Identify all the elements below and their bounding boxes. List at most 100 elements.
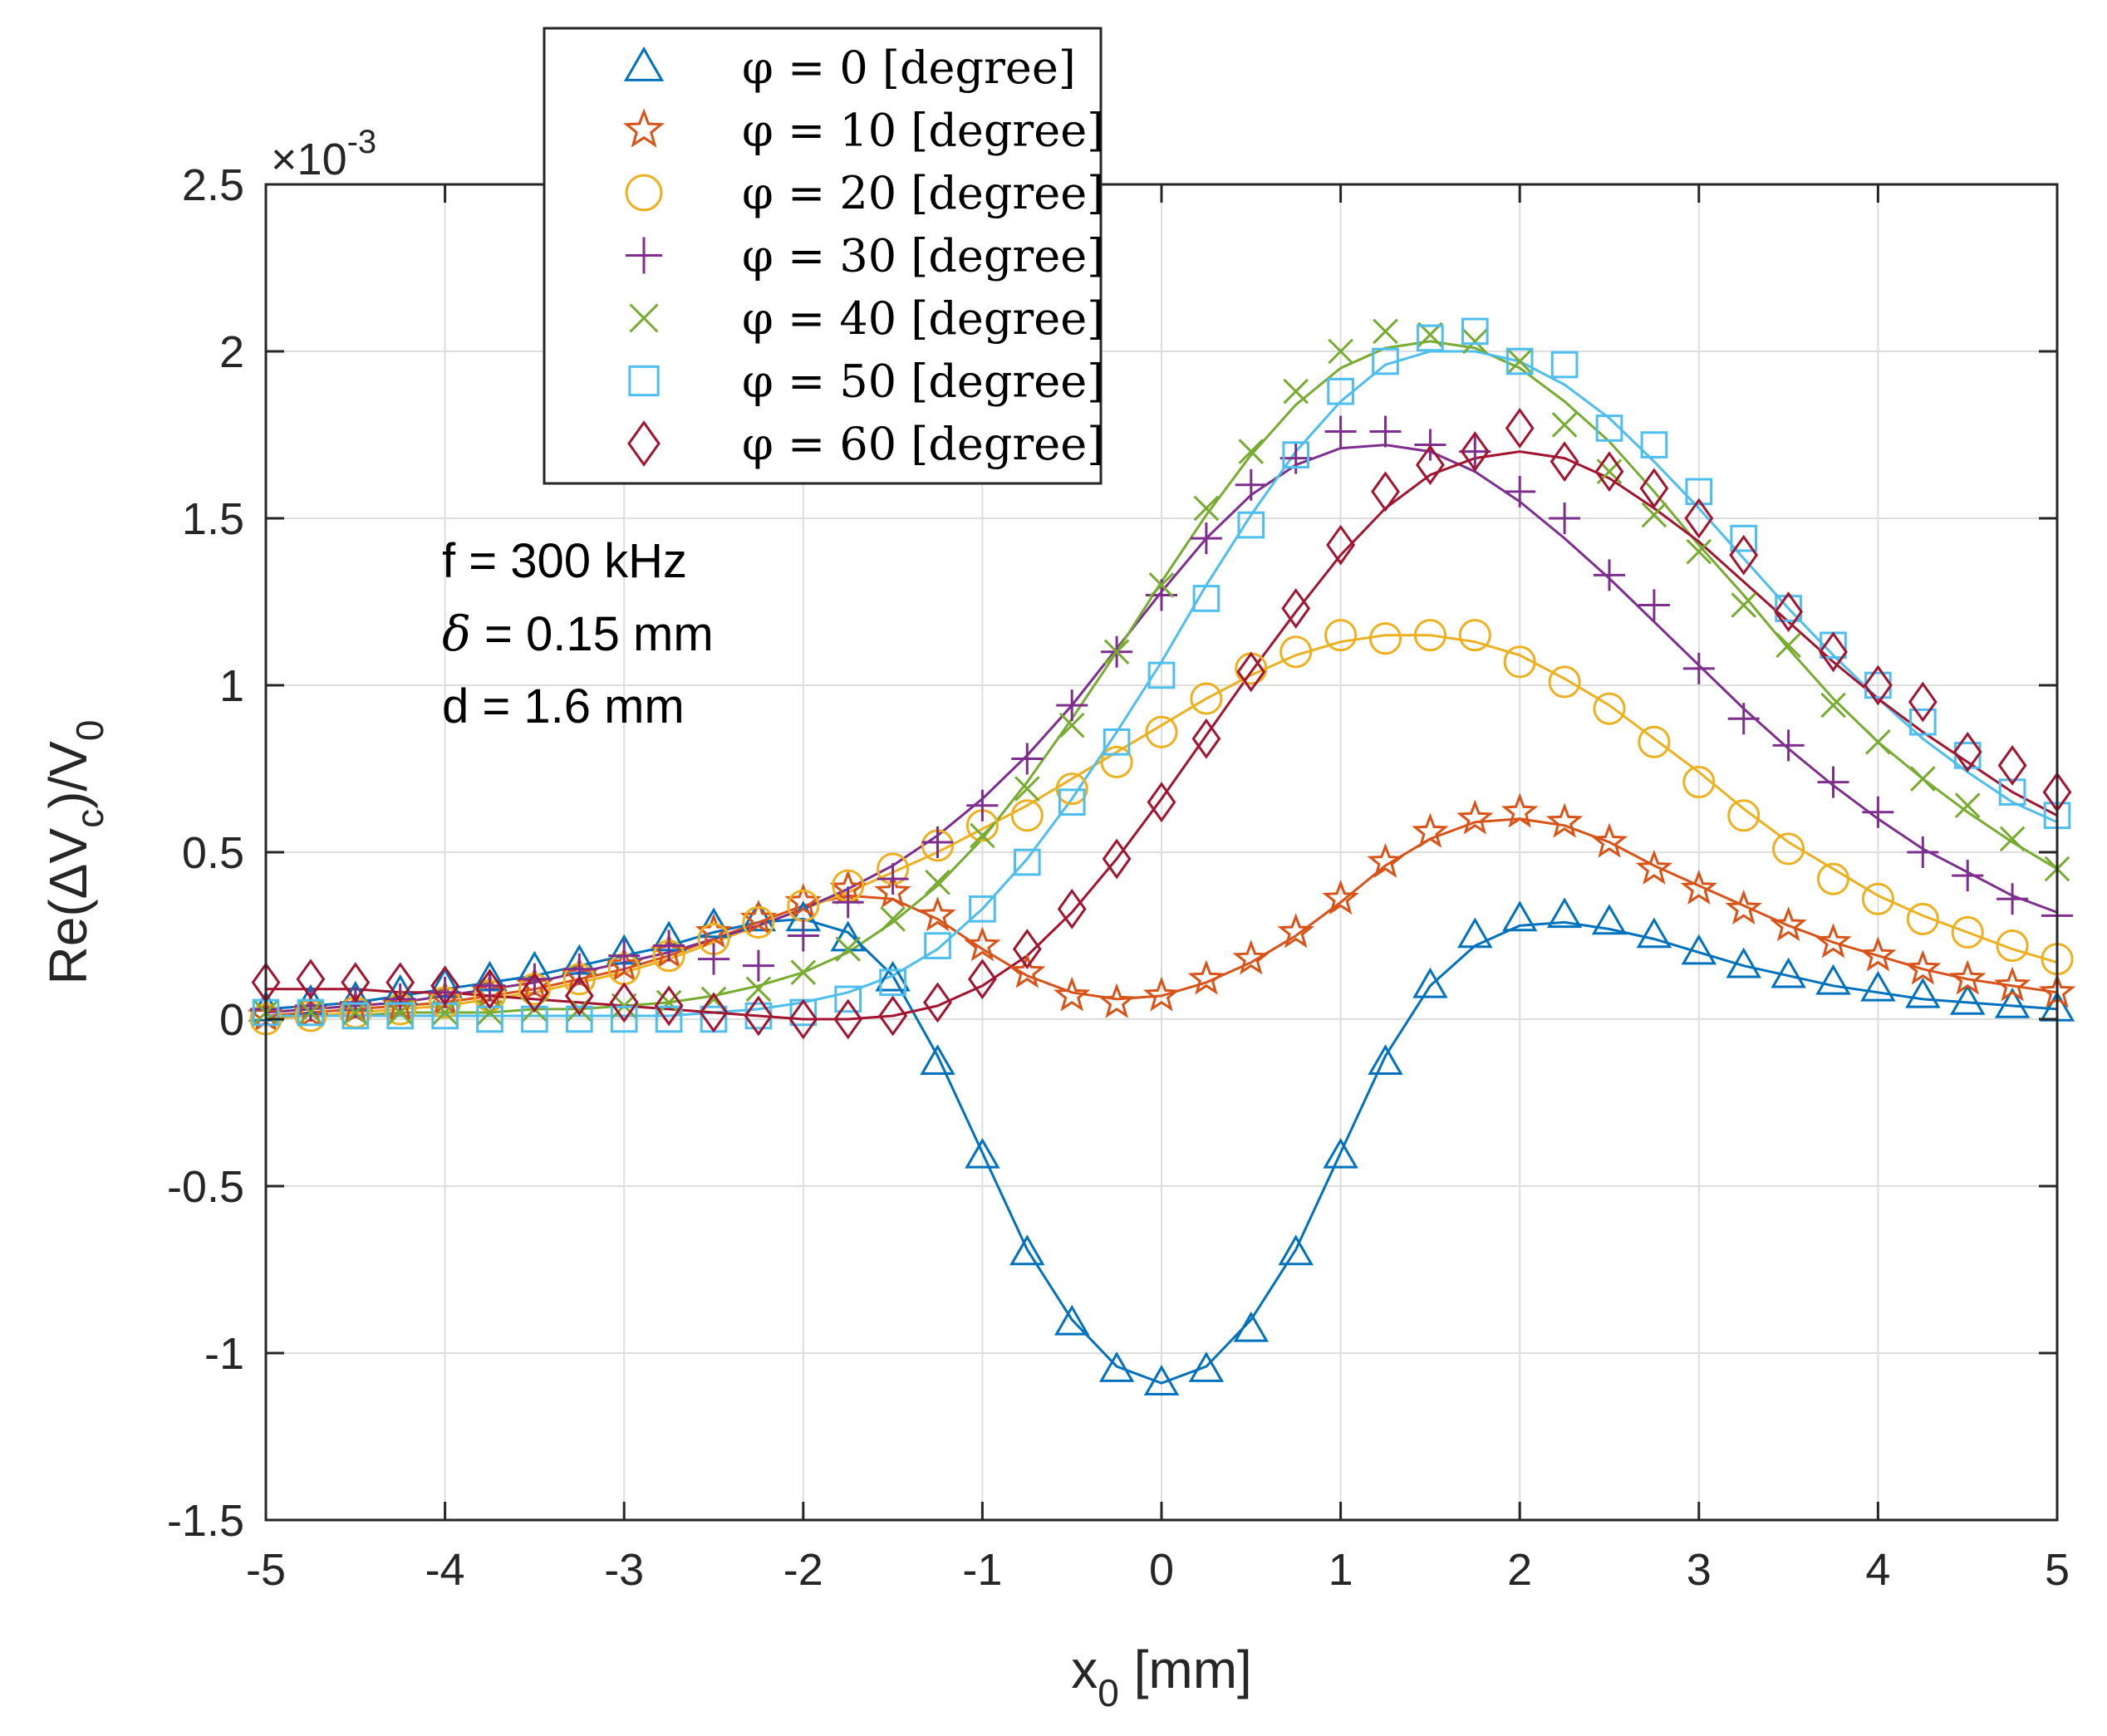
data-point-phi0 <box>1368 1044 1403 1076</box>
y-tick-label: 1 <box>219 661 244 711</box>
data-point-phi60 <box>1997 745 2027 786</box>
data-point-phi50 <box>879 969 906 997</box>
fit-line-phi60 <box>266 450 2058 1021</box>
annotation-text: d = 1.6 mm <box>442 679 685 733</box>
data-point-phi30 <box>1369 415 1402 448</box>
legend-label-phi50: φ = 50 [degree] <box>742 356 1104 408</box>
data-point-phi50 <box>655 1005 683 1033</box>
x-tick-label: 3 <box>1687 1545 1712 1595</box>
data-point-phi60 <box>341 962 371 1003</box>
data-point-phi0 <box>1636 917 1672 949</box>
data-point-phi60 <box>788 998 818 1040</box>
data-point-phi50 <box>1013 848 1041 876</box>
data-point-phi10 <box>1949 959 1987 995</box>
data-point-phi40 <box>925 869 950 895</box>
data-point-phi40 <box>1775 632 1801 659</box>
data-point-phi30 <box>1594 559 1625 591</box>
y-tick-label: -1.5 <box>167 1496 244 1546</box>
data-point-phi10 <box>1545 802 1584 838</box>
data-point-phi50 <box>1237 511 1265 539</box>
data-point-phi10 <box>1815 923 1852 959</box>
data-point-phi50 <box>1730 524 1758 552</box>
data-point-phi50 <box>565 1005 593 1033</box>
data-point-phi10 <box>1009 953 1046 988</box>
data-point-phi40 <box>1954 792 1981 819</box>
data-point-phi40 <box>880 906 906 932</box>
x-tick-label: -1 <box>962 1545 1002 1595</box>
data-point-phi20 <box>1638 725 1671 758</box>
data-point-phi0 <box>1188 1351 1225 1382</box>
data-point-phi60 <box>430 965 460 1007</box>
x-tick-label: -5 <box>246 1545 286 1595</box>
data-point-phi40 <box>1731 592 1757 618</box>
data-point-phi10 <box>1322 880 1359 915</box>
data-point-phi40 <box>1373 318 1398 345</box>
annotation-line: δ = 0.15 mm <box>442 606 714 662</box>
data-point-phi40 <box>1820 692 1846 718</box>
y-multiplier: ×10-3 <box>271 124 376 184</box>
annotation-text: f = 300 kHz <box>442 534 687 588</box>
data-point-phi60 <box>967 959 997 1000</box>
data-point-phi0 <box>1949 983 1986 1015</box>
data-point-phi20 <box>1772 832 1805 866</box>
legend-label-phi0: φ = 0 [degree] <box>742 42 1076 94</box>
data-point-phi50 <box>297 998 325 1027</box>
data-point-phi10 <box>919 896 956 932</box>
data-point-phi20 <box>1055 772 1088 806</box>
data-point-phi50 <box>1775 595 1802 622</box>
data-point-phi30 <box>1638 589 1670 621</box>
data-point-phi0 <box>1323 1137 1358 1169</box>
data-point-phi60 <box>609 982 639 1023</box>
data-point-phi20 <box>1548 665 1581 699</box>
data-point-phi20 <box>1593 692 1626 725</box>
data-point-phi0 <box>695 907 732 939</box>
data-point-phi30 <box>518 963 551 995</box>
data-point-phi20 <box>1279 635 1313 669</box>
data-point-phi50 <box>1998 778 2026 806</box>
data-point-phi30 <box>1996 883 2029 915</box>
data-point-phi30 <box>608 939 641 972</box>
annotation-line: f = 300 kHz <box>442 534 687 588</box>
data-point-phi50 <box>834 985 862 1013</box>
data-point-phi10 <box>1142 976 1181 1012</box>
series-markers-phi20 <box>249 619 2074 1036</box>
data-point-phi0 <box>1905 977 1941 1008</box>
data-point-phi60 <box>1371 471 1400 512</box>
data-point-phi0 <box>1501 900 1538 932</box>
y-tick-label: 0 <box>219 995 244 1045</box>
data-point-phi50 <box>1505 347 1534 375</box>
data-point-phi50 <box>1908 708 1937 736</box>
data-point-phi30 <box>1907 836 1939 868</box>
data-point-phi30 <box>1549 503 1581 534</box>
data-point-phi40 <box>1461 328 1488 355</box>
data-point-phi60 <box>475 969 504 1010</box>
data-point-phi60 <box>1236 651 1266 693</box>
data-point-phi60 <box>1505 408 1535 449</box>
data-point-phi60 <box>1012 929 1042 970</box>
data-point-phi50 <box>1417 324 1444 352</box>
data-point-phi30 <box>1727 703 1760 735</box>
data-point-phi10 <box>1993 966 2031 1002</box>
data-point-phi20 <box>1100 745 1133 779</box>
legend-label-phi60: φ = 60 [degree] <box>742 418 1104 470</box>
data-point-phi0 <box>1278 1234 1314 1266</box>
data-point-phi50 <box>1372 347 1399 375</box>
annotation-line: d = 1.6 mm <box>442 679 685 733</box>
data-point-phi60 <box>1908 681 1938 723</box>
data-point-phi50 <box>1685 478 1713 506</box>
y-axis-label-main: Re(ΔV <box>38 828 98 985</box>
data-point-phi40 <box>1686 538 1712 565</box>
data-point-phi30 <box>787 919 819 952</box>
data-point-phi0 <box>1143 1365 1180 1395</box>
data-point-phi10 <box>964 926 1001 962</box>
data-point-phi10 <box>1770 906 1807 942</box>
x-tick-label: 0 <box>1149 1545 1174 1595</box>
data-point-phi60 <box>296 959 326 1000</box>
y-axis-label-sub-0: 0 <box>68 720 111 742</box>
x-axis-label-sub: 0 <box>1098 1671 1119 1714</box>
x-tick-label: 4 <box>1865 1545 1890 1595</box>
data-point-phi10 <box>1501 792 1539 828</box>
data-point-phi20 <box>1861 882 1894 915</box>
data-point-phi60 <box>1147 782 1176 823</box>
data-point-phi40 <box>477 999 503 1026</box>
